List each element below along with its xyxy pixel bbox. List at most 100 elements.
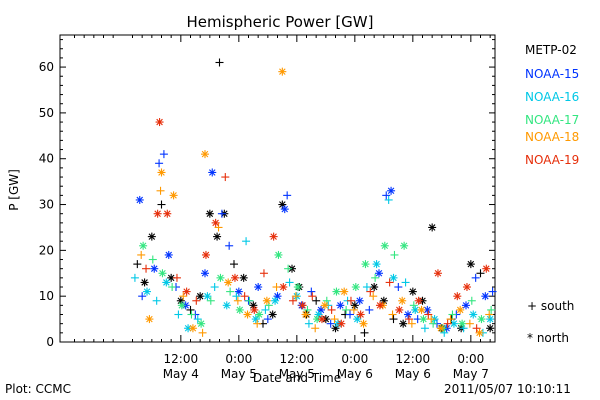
point-noaa-15-north xyxy=(404,310,412,319)
point-noaa-17-south xyxy=(148,255,157,264)
y-tick-label: 20 xyxy=(39,243,54,257)
point-noaa-18-north xyxy=(398,296,407,305)
data-points xyxy=(130,58,497,337)
point-noaa-19-north xyxy=(375,301,384,310)
point-noaa-16-north xyxy=(372,260,381,269)
point-noaa-17-south xyxy=(448,310,457,319)
legend-series-metp-02: METP-02 xyxy=(525,43,577,57)
point-noaa-19-south xyxy=(221,173,230,182)
legend-marker-south: + south xyxy=(527,299,575,313)
point-noaa-18-south xyxy=(214,223,223,232)
point-noaa-18-south xyxy=(233,296,242,305)
point-noaa-17-south xyxy=(467,296,476,305)
point-noaa-17-north xyxy=(380,241,389,250)
point-noaa-17-south xyxy=(187,310,196,319)
point-noaa-18-north xyxy=(201,150,209,159)
point-noaa-16-south xyxy=(193,315,202,324)
point-noaa-18-north xyxy=(169,191,178,200)
point-metp-02-north xyxy=(399,319,408,328)
point-noaa-19-south xyxy=(443,319,452,328)
point-metp-02-south xyxy=(389,315,398,324)
point-noaa-15-north xyxy=(135,195,144,204)
y-tick-label: 30 xyxy=(39,198,54,212)
point-noaa-19-north xyxy=(182,287,191,296)
point-noaa-19-south xyxy=(240,292,249,301)
point-noaa-16-south xyxy=(261,305,270,314)
point-noaa-15-south xyxy=(365,305,374,314)
point-noaa-18-north xyxy=(188,324,197,333)
point-noaa-19-south xyxy=(346,296,355,305)
point-noaa-15-north xyxy=(387,186,396,195)
y-tick-label: 50 xyxy=(39,106,54,120)
point-noaa-19-south xyxy=(172,273,181,282)
point-noaa-17-north xyxy=(400,241,409,250)
point-noaa-19-north xyxy=(250,305,259,314)
point-noaa-18-north xyxy=(436,324,445,333)
point-metp-02-south xyxy=(312,296,321,305)
point-metp-02-north xyxy=(486,324,495,333)
point-noaa-16-south xyxy=(152,296,161,305)
point-noaa-17-north xyxy=(139,241,148,250)
point-noaa-17-south xyxy=(371,273,380,282)
y-tick-label: 40 xyxy=(39,152,54,166)
point-noaa-19-south xyxy=(308,292,317,301)
point-noaa-17-south xyxy=(245,296,254,305)
plot-credit: Plot: CCMC xyxy=(5,382,71,396)
point-noaa-16-south xyxy=(232,292,241,301)
point-noaa-18-north xyxy=(475,328,484,337)
x-tick-date-label: May 5 xyxy=(221,367,257,381)
point-noaa-19-south xyxy=(385,278,394,287)
point-noaa-16-north xyxy=(162,278,171,287)
point-metp-02-south xyxy=(230,260,238,269)
point-noaa-15-north xyxy=(462,301,470,310)
point-noaa-18-north xyxy=(320,301,329,310)
point-noaa-18-south xyxy=(388,310,397,319)
point-metp-02-north xyxy=(147,232,156,241)
point-noaa-17-north xyxy=(293,283,302,292)
point-noaa-18-south xyxy=(330,315,339,324)
point-noaa-19-south xyxy=(259,269,268,278)
point-noaa-17-north xyxy=(216,273,225,282)
point-noaa-15-north xyxy=(336,301,345,310)
point-metp-02-south xyxy=(215,58,224,67)
point-noaa-16-north xyxy=(271,296,280,305)
point-noaa-18-north xyxy=(417,305,426,314)
point-noaa-19-south xyxy=(288,296,297,305)
point-noaa-15-south xyxy=(307,287,316,296)
point-noaa-19-north xyxy=(163,209,172,218)
point-noaa-15-north xyxy=(280,205,289,214)
point-noaa-15-south xyxy=(394,283,403,292)
point-noaa-18-south xyxy=(427,315,436,324)
point-noaa-17-north xyxy=(158,269,167,278)
point-noaa-19-north xyxy=(395,305,404,314)
chart-title: Hemispheric Power [GW] xyxy=(187,13,374,31)
point-noaa-19-north xyxy=(279,283,288,292)
point-noaa-15-south xyxy=(138,292,147,301)
point-noaa-19-south xyxy=(192,296,201,305)
point-metp-02-north xyxy=(196,292,205,301)
point-noaa-19-north xyxy=(433,269,442,278)
point-noaa-18-north xyxy=(340,287,349,296)
x-tick-label: 0:00 xyxy=(457,352,484,366)
point-noaa-18-south xyxy=(198,328,207,337)
point-noaa-16-north xyxy=(143,287,151,296)
point-noaa-18-north xyxy=(243,310,252,319)
point-noaa-15-north xyxy=(208,168,217,177)
point-noaa-16-north xyxy=(486,315,495,324)
point-noaa-17-south xyxy=(409,301,418,310)
point-metp-02-south xyxy=(360,328,369,337)
point-noaa-17-north xyxy=(332,287,341,296)
point-noaa-18-south xyxy=(272,283,281,292)
legend-series-noaa-18: NOAA-18 xyxy=(525,130,580,144)
point-noaa-18-south xyxy=(349,305,358,314)
point-noaa-18-north xyxy=(224,278,233,287)
point-noaa-15-south xyxy=(326,319,335,328)
point-noaa-15-north xyxy=(355,296,364,305)
point-noaa-19-north xyxy=(337,319,346,328)
point-noaa-19-north xyxy=(453,292,462,301)
x-tick-date-label: May 5 xyxy=(279,367,315,381)
point-noaa-19-south xyxy=(142,264,151,273)
point-noaa-18-south xyxy=(485,310,494,319)
y-axis: 0 10 20 30 40 50 60 xyxy=(39,39,495,349)
y-tick-label: 60 xyxy=(39,60,54,74)
